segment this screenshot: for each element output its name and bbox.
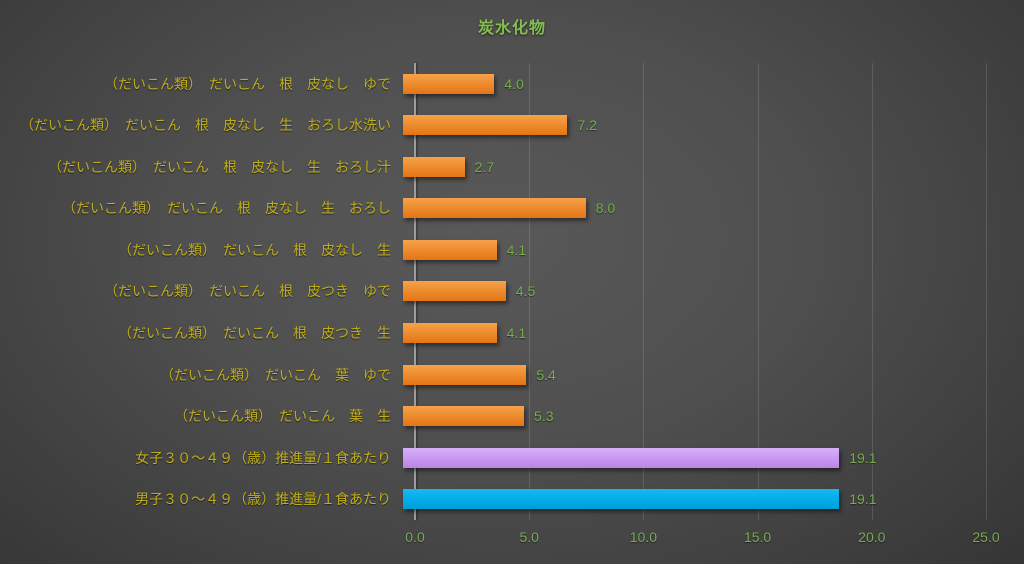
category-label: （だいこん類） だいこん 根 皮つき ゆで [104, 283, 391, 300]
bar-track: 19.1 [403, 437, 974, 479]
bar-blue [403, 489, 840, 510]
value-label: 2.7 [474, 158, 495, 175]
value-label: 4.5 [515, 283, 536, 300]
bar-track: 4.1 [403, 229, 974, 271]
category-label: （だいこん類） だいこん 根 皮なし 生 おろし水洗い [20, 117, 391, 134]
bar-orange [403, 239, 497, 260]
value-label: 5.3 [534, 408, 554, 425]
bar-track: 5.3 [403, 395, 974, 437]
bar-track: 4.0 [403, 63, 974, 105]
bar-row: （だいこん類） だいこん 葉 ゆで 5.4 [0, 354, 1024, 396]
chart-title: 炭水化物 [477, 20, 546, 37]
bar-row: （だいこん類） だいこん 根 皮なし ゆで 4.0 [0, 63, 1024, 105]
bar-track: 8.0 [403, 188, 974, 230]
x-axis-tick-label: 15.0 [743, 529, 772, 545]
gridline [529, 63, 531, 520]
bar-purple [403, 447, 840, 468]
gridline [643, 63, 645, 520]
value-label: 4.1 [506, 241, 527, 258]
bar-orange [403, 281, 506, 302]
bar-row: 女子３０～４９（歳）推進量/１食あたり 19.1 [0, 437, 1024, 479]
category-label: （だいこん類） だいこん 葉 生 [174, 408, 391, 425]
x-axis-tick-label: 20.0 [858, 529, 886, 545]
gridline [986, 63, 987, 520]
bar-orange [403, 115, 568, 136]
category-label: （だいこん類） だいこん 根 皮なし 生 [118, 241, 391, 258]
gridline [871, 63, 873, 520]
category-label: （だいこん類） だいこん 葉 ゆで [160, 366, 391, 383]
bar-row: （だいこん類） だいこん 根 皮なし 生 4.1 [0, 229, 1024, 271]
x-axis: 0.0 5.0 10.0 15.0 20.0 25.0 [405, 529, 999, 551]
bar-row: （だいこん類） だいこん 葉 生 5.3 [0, 395, 1024, 437]
value-label: 8.0 [595, 200, 616, 217]
category-label: 女子３０～４９（歳）推進量/１食あたり [135, 449, 391, 466]
value-label: 5.4 [536, 366, 556, 383]
bar-track: 7.2 [403, 105, 974, 147]
gridline [757, 63, 759, 520]
bar-orange [403, 406, 525, 427]
category-label: （だいこん類） だいこん 根 皮なし 生 おろし [62, 200, 391, 217]
bar-row: （だいこん類） だいこん 根 皮なし 生 おろし水洗い 7.2 [0, 105, 1024, 147]
bar-row: 男子３０～４９（歳）推進量/１食あたり 19.1 [0, 478, 1024, 520]
category-label: （だいこん類） だいこん 根 皮なし ゆで [104, 75, 391, 92]
bar-orange [403, 323, 497, 344]
value-label: 7.2 [577, 117, 597, 134]
bar-rows: （だいこん類） だいこん 根 皮なし ゆで 4.0 （だいこん類） だいこん 根 皮… [0, 63, 1024, 520]
bar-orange [403, 73, 495, 94]
bar-orange [403, 364, 527, 385]
bar-track: 4.5 [403, 271, 974, 313]
bar-row: （だいこん類） だいこん 根 皮なし 生 おろし 8.0 [0, 188, 1024, 230]
category-label: 男子３０～４９（歳）推進量/１食あたり [135, 491, 391, 508]
category-label: （だいこん類） だいこん 根 皮つき 生 [118, 325, 391, 342]
bar-track: 4.1 [403, 312, 974, 354]
bar-track: 5.4 [403, 354, 974, 396]
x-axis-tick-label: 0.0 [405, 529, 425, 545]
bar-orange [403, 198, 586, 219]
value-label: 4.0 [504, 75, 524, 92]
x-axis-tick-label: 5.0 [519, 529, 539, 545]
bar-row: （だいこん類） だいこん 根 皮つき ゆで 4.5 [0, 271, 1024, 313]
bar-orange [403, 156, 465, 177]
value-label: 4.1 [506, 325, 527, 342]
category-label: （だいこん類） だいこん 根 皮なし 生 おろし汁 [48, 158, 391, 175]
bar-row: （だいこん類） だいこん 根 皮つき 生 4.1 [0, 312, 1024, 354]
value-label: 19.1 [849, 491, 877, 508]
value-label: 19.1 [849, 449, 877, 466]
bar-track: 19.1 [403, 478, 974, 520]
x-axis-tick-label: 10.0 [629, 529, 658, 545]
x-axis-tick-label: 25.0 [972, 529, 1000, 545]
bar-track: 2.7 [403, 146, 974, 188]
bar-row: （だいこん類） だいこん 根 皮なし 生 おろし汁 2.7 [0, 146, 1024, 188]
